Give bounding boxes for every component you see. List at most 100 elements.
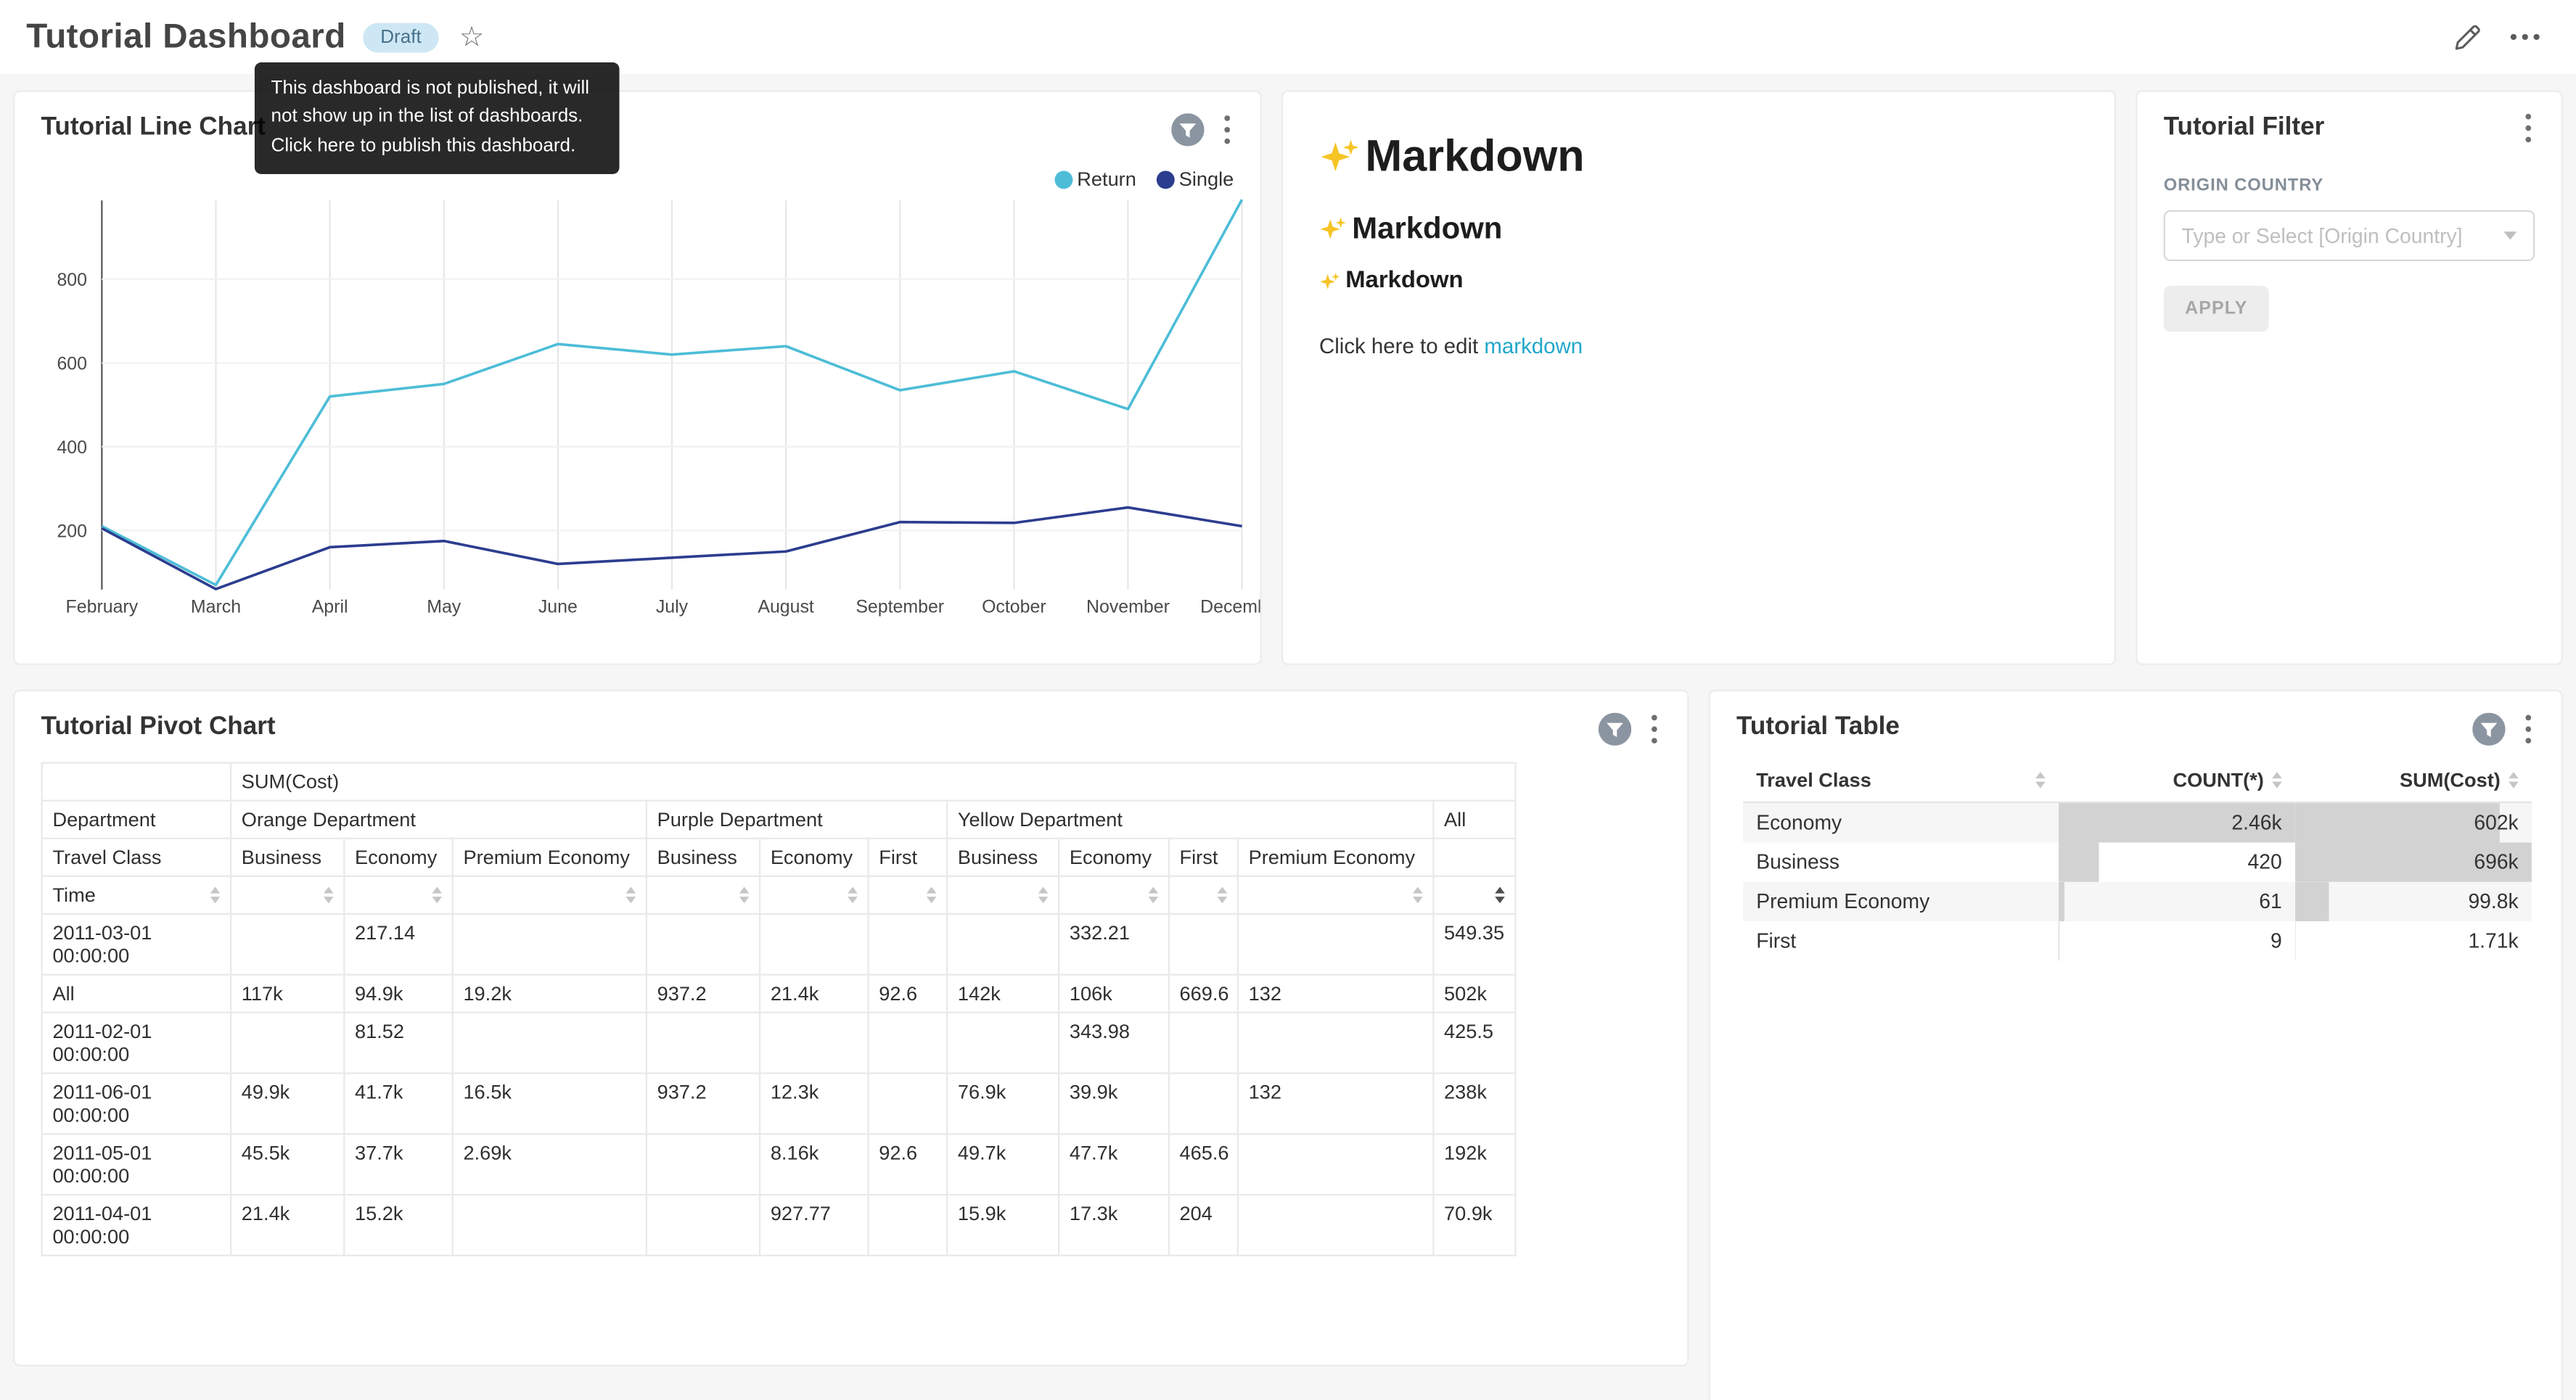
sort-icon[interactable]	[739, 887, 750, 904]
pivot-cell: 465.6	[1168, 1133, 1239, 1196]
pivot-data-row: 2011-02-01 00:00:00 81.52 343.98 425.5	[41, 1011, 1517, 1074]
count-cell: 2.46k	[2058, 802, 2295, 843]
pivot-card-icons	[1598, 712, 1658, 754]
table-row[interactable]: First 9 1.71k	[1743, 921, 2532, 961]
pivot-row-label: 2011-06-01 00:00:00	[41, 1072, 232, 1135]
filter-indicator-icon[interactable]	[1171, 113, 1205, 155]
pivot-metric-header: SUM(Cost)	[229, 762, 1517, 802]
header-left: Tutorial Dashboard Draft ☆	[26, 17, 484, 57]
pivot-cell	[1236, 1193, 1435, 1256]
table-row[interactable]: Economy 2.46k 602k	[1743, 802, 2532, 843]
filter-indicator-icon[interactable]	[1598, 712, 1632, 754]
sort-icon[interactable]	[927, 887, 937, 904]
sort-icon[interactable]	[324, 887, 334, 904]
pivot-cell: 92.6	[867, 973, 948, 1013]
pivot-card-header: Tutorial Pivot Chart	[15, 691, 1687, 749]
pivot-data-row: 2011-04-01 00:00:00 21.4k 15.2k 927.77 15.9k…	[41, 1193, 1517, 1256]
page-title: Tutorial Dashboard	[26, 17, 346, 55]
table-row[interactable]: Business 420 696k	[1743, 842, 2532, 882]
origin-country-select[interactable]: Type or Select [Origin Country]	[2163, 210, 2535, 261]
pivot-cell: 502k	[1432, 973, 1517, 1013]
count-cell: 420	[2058, 842, 2295, 882]
table-row[interactable]: Premium Economy 61 99.8k	[1743, 881, 2532, 922]
draft-status-badge[interactable]: Draft	[362, 22, 440, 52]
pivot-table: SUM(Cost) Department Orange Department Purp…	[41, 762, 1517, 1256]
pivot-subcol-header: Premium Economy	[1236, 837, 1435, 877]
pivot-cell: 343.98	[1058, 1011, 1170, 1074]
legend-item[interactable]: Single	[1156, 168, 1234, 191]
pivot-cell: 81.52	[343, 1011, 454, 1074]
origin-country-label: ORIGIN COUNTRY	[2163, 176, 2324, 196]
legend-item[interactable]: Return	[1054, 168, 1136, 191]
filter-indicator-icon[interactable]	[2472, 712, 2506, 754]
markdown-heading-1-text: Markdown	[1365, 131, 1585, 181]
line-chart-plot[interactable]: 200 400 600 800 February March April May June Jul…	[15, 191, 1261, 638]
edit-dashboard-icon[interactable]	[2451, 22, 2481, 52]
sort-icon[interactable]	[1149, 887, 1159, 904]
pivot-cell: 142k	[946, 973, 1060, 1013]
pivot-cell: 425.5	[1432, 1011, 1517, 1074]
kebab-menu-icon[interactable]	[1224, 115, 1231, 152]
pivot-class-row: Travel Class Business Economy Premium Econo…	[41, 837, 1517, 877]
unpublished-tooltip[interactable]: This dashboard is not published, it will…	[254, 62, 620, 174]
pivot-subcol-header	[1432, 837, 1517, 877]
sort-icon[interactable]	[1038, 887, 1049, 904]
pivot-cell	[645, 1133, 761, 1196]
line-chart-title: Tutorial Line Chart	[41, 113, 266, 141]
svg-text:August: August	[758, 596, 814, 617]
pivot-cell: 37.7k	[343, 1133, 454, 1196]
pivot-cell	[229, 913, 345, 976]
pivot-cell: 47.7k	[1058, 1133, 1170, 1196]
markdown-heading-1: Markdown	[1319, 131, 2078, 182]
pivot-cell: 132	[1236, 1072, 1435, 1135]
pivot-cell	[946, 913, 1060, 976]
markdown-docs-link[interactable]: markdown	[1484, 333, 1583, 358]
chart-legend: Return Single	[1054, 168, 1234, 191]
sort-icon[interactable]	[848, 887, 858, 904]
pivot-sort-row: Time	[41, 875, 1517, 915]
sort-icon[interactable]	[432, 887, 442, 904]
sort-icon[interactable]	[1218, 887, 1228, 904]
dashboard-header: Tutorial Dashboard Draft ☆	[0, 0, 2576, 74]
kebab-menu-icon[interactable]	[2525, 715, 2532, 752]
sort-icon[interactable]	[210, 887, 221, 904]
filter-card-title: Tutorial Filter	[2163, 113, 2325, 141]
pivot-cell: 937.2	[645, 973, 761, 1013]
pivot-row-label: 2011-04-01 00:00:00	[41, 1193, 232, 1256]
pivot-cell: 332.21	[1058, 913, 1170, 976]
more-actions-icon[interactable]	[2510, 33, 2540, 41]
travel-class-cell: Economy	[1756, 811, 1842, 835]
pivot-cell: 76.9k	[946, 1072, 1060, 1135]
pivot-cell: 669.6	[1168, 973, 1239, 1013]
pivot-cell	[867, 913, 948, 976]
sum-cell: 696k	[2294, 842, 2532, 882]
pivot-subcol-header: First	[867, 837, 948, 877]
svg-text:400: 400	[57, 437, 87, 458]
sort-icon[interactable]	[1413, 887, 1423, 904]
apply-button[interactable]: APPLY	[2163, 285, 2269, 332]
pivot-cell: 15.9k	[946, 1193, 1060, 1256]
kebab-menu-icon[interactable]	[2525, 113, 2532, 151]
table-card-title: Tutorial Table	[1736, 712, 1900, 741]
pivot-cell	[867, 1011, 948, 1074]
pivot-cell: 49.7k	[946, 1133, 1060, 1196]
sort-icon[interactable]	[2509, 772, 2519, 788]
pivot-data-row: All 117k 94.9k 19.2k 937.2 21.4k 92.6 142k 106k 6…	[41, 973, 1517, 1013]
pivot-cell: 192k	[1432, 1133, 1517, 1196]
sort-icon[interactable]	[2272, 772, 2282, 788]
sort-icon[interactable]	[2035, 772, 2046, 788]
pivot-cell	[1168, 913, 1239, 976]
sparkles-icon	[1319, 270, 1340, 291]
pivot-cell: 94.9k	[343, 973, 454, 1013]
column-header: COUNT(*)	[2173, 768, 2264, 792]
sort-icon[interactable]	[1496, 887, 1506, 904]
filter-card: Tutorial Filter ORIGIN COUNTRY Type or S…	[2136, 90, 2563, 665]
pivot-card-title: Tutorial Pivot Chart	[41, 712, 276, 741]
sort-icon[interactable]	[626, 887, 636, 904]
pivot-cell: 15.2k	[343, 1193, 454, 1256]
svg-text:October: October	[982, 596, 1046, 617]
kebab-menu-icon[interactable]	[1651, 715, 1657, 752]
favorite-star-icon[interactable]: ☆	[459, 21, 485, 53]
table-header-row: Travel Class COUNT(*) SUM(Cost)	[1743, 758, 2532, 804]
